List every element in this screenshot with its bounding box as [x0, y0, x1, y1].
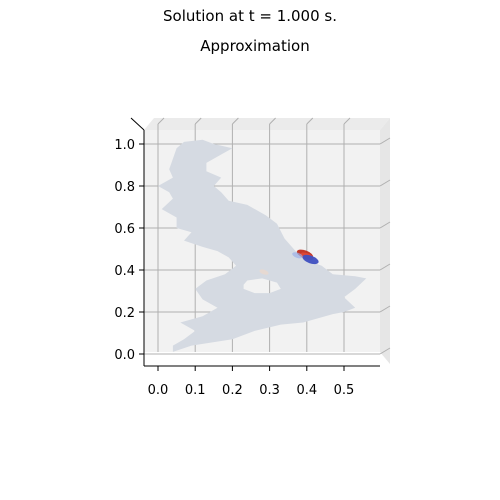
- grid-line-y-side: [379, 305, 391, 313]
- axes-title: Approximation: [200, 37, 310, 55]
- top-pane: [144, 118, 390, 130]
- x-tick-label: 0.2: [222, 383, 243, 398]
- grid-line-x-top: [269, 117, 276, 125]
- grid-line-x-top: [343, 117, 351, 125]
- domain-surface: [158, 139, 367, 352]
- grid-line-x-top: [306, 117, 314, 125]
- figure-suptitle: Solution at t = 1.000 s.: [163, 7, 337, 25]
- grid-line-y-side: [379, 263, 391, 271]
- grid-line-y-side: [379, 347, 391, 355]
- y-ticks: 0.0 0.2 0.4 0.6 0.8 1.0: [114, 138, 144, 363]
- axis-lines: [130, 117, 380, 367]
- y-tick-label: 1.0: [114, 138, 135, 153]
- y-tick-label: 0.6: [114, 222, 135, 237]
- x-tick-label: 0.0: [148, 383, 169, 398]
- grid-line-x-top: [157, 117, 165, 125]
- solution-features: [259, 249, 319, 275]
- x-ticks: 0.0 0.1 0.2 0.3 0.4 0.5: [148, 366, 355, 398]
- y-tick-label: 0.0: [114, 348, 135, 363]
- right-pane: [380, 118, 390, 364]
- y-tick-label: 0.4: [114, 264, 135, 279]
- grid-line-y-side: [379, 221, 391, 229]
- z-axis-stub: [130, 117, 145, 131]
- solution-feature: [302, 254, 319, 265]
- grid-line-y-side: [379, 179, 391, 187]
- solution-domain: [158, 139, 367, 352]
- grid-line-y-side: [379, 137, 391, 145]
- x-tick-label: 0.3: [259, 383, 280, 398]
- x-tick-label: 0.4: [296, 383, 317, 398]
- grid-line-x-top: [194, 117, 202, 125]
- grid-line-x-top: [232, 117, 239, 125]
- solution-feature: [259, 269, 269, 275]
- solution-feature: [292, 252, 303, 259]
- y-tick-label: 0.2: [114, 306, 135, 321]
- x-tick-label: 0.5: [334, 383, 355, 398]
- x-tick-label: 0.1: [185, 383, 206, 398]
- y-tick-label: 0.8: [114, 180, 135, 195]
